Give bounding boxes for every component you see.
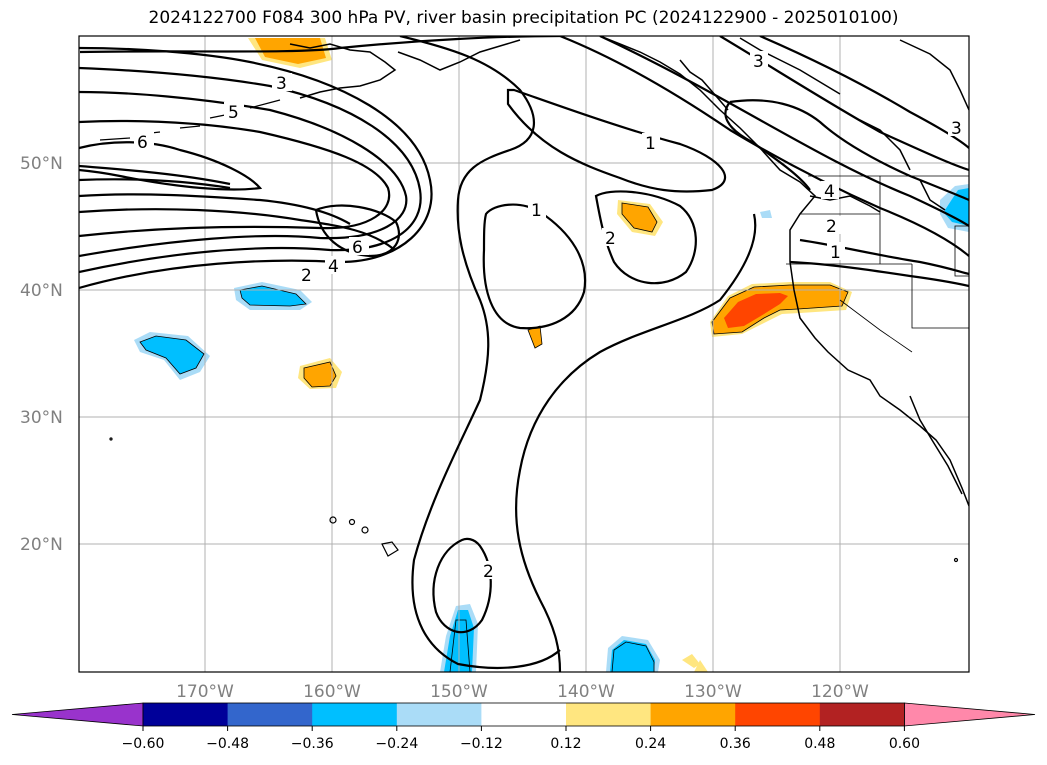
- contour-labels: 3 5 6 6 4 2 1 1 2 3 3 4 2 1 2: [134, 51, 966, 582]
- colorbar-tick-label: 0.12: [550, 736, 581, 752]
- contour-label: 1: [531, 201, 542, 221]
- map-panel: [79, 36, 969, 672]
- contour-label: 1: [645, 134, 656, 154]
- colorbar-swatch: [650, 703, 736, 726]
- contour-label: 5: [228, 103, 239, 123]
- contour-label: 3: [951, 119, 962, 139]
- lon-label: 160°W: [303, 682, 361, 702]
- contour-label: 3: [276, 74, 287, 94]
- contour-label: 2: [605, 229, 616, 249]
- colorbar-tick-label: 0.48: [804, 736, 835, 752]
- colorbar-extend-high: [904, 702, 1036, 727]
- colorbar-swatch: [396, 703, 482, 726]
- lat-label: 50°N: [20, 154, 63, 174]
- precip-outlines: [139, 202, 849, 672]
- colorbar-frame: [142, 702, 905, 727]
- graticule: [79, 36, 969, 672]
- contour-label: 4: [824, 182, 835, 202]
- colorbar-tick-label: −0.60: [122, 736, 165, 752]
- contour-label: 2: [301, 266, 312, 286]
- precip-negative-region: [140, 336, 204, 374]
- contour-label: 6: [352, 238, 363, 258]
- colorbar-tick-label: −0.24: [375, 736, 418, 752]
- precip-shading: [134, 38, 969, 672]
- colorbar-tick-label: 0.24: [635, 736, 666, 752]
- colorbar-swatch: [735, 703, 821, 726]
- colorbar-extend-low: [11, 702, 144, 727]
- precip-negative-region: [610, 640, 655, 672]
- map-frame: [78, 35, 970, 673]
- lon-label: 150°W: [430, 682, 488, 702]
- lat-label: 40°N: [20, 281, 63, 301]
- contour-label: 4: [328, 257, 339, 277]
- lat-label: 30°N: [20, 408, 63, 428]
- colorbar-tick-label: 0.60: [889, 736, 920, 752]
- precip-negative-region: [760, 210, 772, 218]
- colorbar-swatch: [143, 703, 229, 726]
- contour-label: 3: [753, 52, 764, 72]
- precip-positive-region: [622, 203, 657, 232]
- colorbar: −0.60 −0.48 −0.36 −0.24 −0.12 0.12 0.24 0.36 0.4…: [11, 702, 1036, 752]
- colorbar-swatch: [312, 703, 398, 726]
- contour-label: 2: [483, 562, 494, 582]
- lon-label: 170°W: [176, 682, 234, 702]
- lon-label: 120°W: [811, 682, 869, 702]
- lon-label: 140°W: [557, 682, 615, 702]
- map-title: 2024122700 F084 300 hPa PV, river basin …: [148, 8, 899, 28]
- colorbar-swatch: [566, 703, 652, 726]
- longitude-labels: 170°W 160°W 150°W 140°W 130°W 120°W: [176, 682, 869, 702]
- colorbar-swatch: [819, 703, 905, 726]
- precip-positive-region: [724, 293, 788, 328]
- lon-label: 130°W: [684, 682, 742, 702]
- colorbar-swatch: [481, 703, 567, 726]
- latitude-labels: 50°N 40°N 30°N 20°N: [20, 154, 63, 555]
- precip-negative-region: [240, 286, 306, 306]
- precip-positive-region: [528, 326, 542, 348]
- contour-label: 1: [830, 243, 841, 263]
- lat-label: 20°N: [20, 535, 63, 555]
- contour-label: 2: [826, 217, 837, 237]
- colorbar-tick-label: 0.36: [720, 736, 751, 752]
- contour-label: 6: [137, 133, 148, 153]
- precip-positive-region: [304, 362, 336, 387]
- colorbar-tick-label: −0.36: [291, 736, 334, 752]
- colorbar-tick-label: −0.48: [206, 736, 249, 752]
- colorbar-swatch: [227, 703, 313, 726]
- colorbar-tick-label: −0.12: [460, 736, 503, 752]
- precip-positive-region: [694, 660, 708, 672]
- precip-positive-region: [682, 654, 700, 668]
